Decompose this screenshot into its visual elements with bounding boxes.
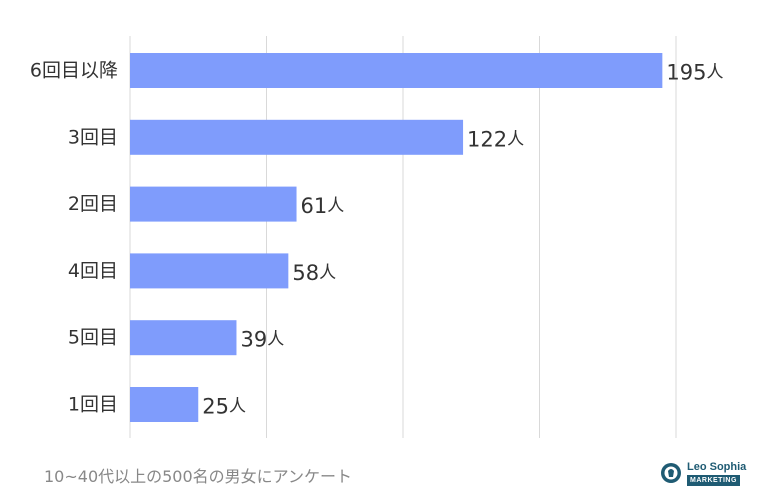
lion-head-icon	[661, 463, 681, 483]
category-label: 4回目	[68, 260, 118, 282]
value-label: 25人	[202, 395, 246, 419]
bar	[130, 119, 464, 155]
category-label: 6回目以降	[30, 60, 118, 82]
value-label: 58人	[292, 261, 336, 285]
bar	[130, 53, 663, 88]
category-label: 5回目	[68, 327, 118, 349]
value-label: 122人	[467, 127, 524, 151]
bar	[130, 253, 289, 289]
category-label: 2回目	[68, 193, 118, 215]
bar	[130, 320, 237, 356]
brand-logo: Leo Sophia MARKETING	[660, 460, 750, 488]
value-label: 39人	[240, 328, 284, 352]
bar-chart: 6回目以降 195人 3回目 122人 2回目 61人 4回目 58人 5回目 39人 1回目 25人	[30, 36, 723, 438]
logo-name: Leo Sophia	[687, 461, 747, 473]
value-label: 195人	[666, 61, 723, 85]
source-note: 10~40代以上の500名の男女にアンケート	[44, 467, 353, 486]
bar	[130, 186, 297, 222]
bar	[130, 387, 199, 422]
category-label: 3回目	[68, 126, 118, 148]
logo-subtitle: MARKETING	[687, 475, 740, 486]
category-label: 1回目	[68, 394, 118, 416]
value-label: 61人	[301, 194, 345, 218]
